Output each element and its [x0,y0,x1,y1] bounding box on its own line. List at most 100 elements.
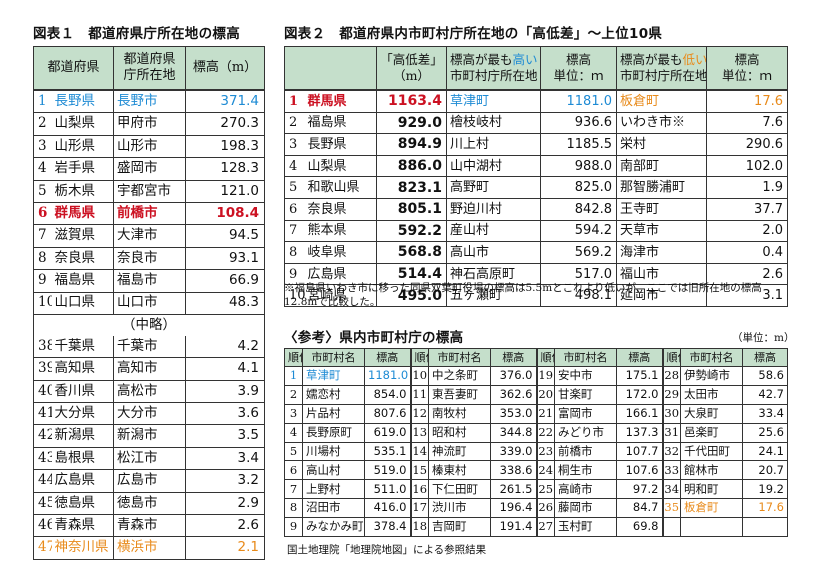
municipality-cell [680,517,743,537]
capital-cell: 盛岡市 [113,157,187,181]
elevation-cell: 353.0 [490,404,538,424]
elevation-cell: 3.5 [185,424,265,448]
table-row: 2 山梨県 甲府市 270.3 [33,112,265,136]
diff-cell: 894.9 [376,133,447,156]
table-row: 7 滋賀県 大津市 94.5 [33,224,265,248]
municipality-cell: 長野原町 [302,423,365,443]
municipality-cell: 川場村 [302,442,365,462]
elevation-cell: 519.0 [364,460,412,481]
rank-cell: 26 [536,498,555,519]
header-diff: 「高低差」 （m） [376,46,447,91]
rank-cell: 38 [33,335,52,359]
elevation-cell: 371.4 [185,90,265,114]
municipality-cell: 太田市 [680,385,743,405]
capital-cell: 甲府市 [113,112,187,136]
elevation-cell: 33.4 [742,404,788,424]
prefecture-cell: 奈良県 [51,247,115,271]
table-row: 1 群馬県 1163.4 草津町 1181.0 板倉町 17.6 [284,90,788,113]
elevation-cell: 48.3 [185,292,265,315]
elevation-cell: 1181.0 [364,366,412,386]
elevation-cell: 378.4 [364,517,412,537]
diff-cell: 568.8 [376,241,447,264]
rank-cell: 33 [662,460,681,481]
source-note: 国土地理院「地理院地図」による参照結果 [287,544,487,556]
rank-cell: 18 [410,517,429,537]
rank-cell: 13 [410,423,429,443]
rank-cell: 35 [662,498,681,519]
table-row: 5 和歌山県 823.1 高野町 825.0 那智勝浦町 1.9 [284,176,788,199]
rank-cell: 2 [284,385,303,405]
table-row: 3 片品村 807.6 12 南牧村 353.0 21 富岡市 166.1 30 大泉町 33.4 [284,404,788,424]
municipality-cell: 嬬恋村 [302,385,365,405]
prefecture-cell: 奈良県 [304,198,377,221]
prefecture-cell: 群馬県 [304,90,377,113]
table-row: 6 群馬県 前橋市 108.4 [33,202,265,226]
capital-cell: 千葉市 [113,335,187,359]
diff-cell: 823.1 [376,176,447,199]
diff-cell: 805.1 [376,198,447,221]
elevation-cell: 191.4 [490,517,538,537]
table-row: 45徳島県徳島市2.9 [33,492,265,516]
elevation-cell: 261.5 [490,479,538,500]
rank-cell: 29 [662,385,681,405]
table-row: 40香川県高松市3.9 [33,380,265,404]
rank-cell: 30 [662,404,681,424]
rank-cell: 1 [33,90,52,114]
municipality-cell: 館林市 [680,460,743,481]
highest-office-cell: 草津町 [446,90,541,113]
rank-cell [662,517,681,537]
highest-office-cell: 野迫川村 [446,198,541,221]
capital-cell: 大分市 [113,402,187,426]
elevation-cell: 376.0 [490,366,538,386]
column-header: 標高 [364,348,412,367]
capital-cell: 青森市 [113,514,187,538]
highest-office-cell: 神石高原町 [446,263,541,286]
elevation-cell: 42.7 [742,385,788,405]
elevation-cell: 108.4 [185,202,265,226]
capital-cell: 横浜市 [113,536,187,560]
municipality-cell: 下仁田町 [428,479,491,500]
municipality-cell: 邑楽町 [680,423,743,443]
omitted-row: （中略） [33,313,265,336]
lowest-office-cell: 栄村 [616,133,707,156]
table1-title: 図表１ 都道府県庁所在地の標高 [33,26,240,42]
table-row: 38千葉県千葉市4.2 [33,335,265,359]
low-elevation-cell: 290.6 [706,133,788,156]
rank-cell: 15 [410,460,429,481]
low-elevation-cell: 1.9 [706,176,788,199]
table-row: 39高知県高知市4.1 [33,357,265,381]
rank-cell: 10 [410,366,429,386]
elevation-cell: 66.9 [185,269,265,293]
prefecture-cell: 福島県 [51,269,115,293]
rank-cell: 4 [284,423,303,443]
prefecture-cell: 宮崎県 [304,284,377,307]
table-row: 1 草津町 1181.0 10 中之条町 376.0 19 安中市 175.1 28 伊勢崎市 58.… [284,366,788,386]
lowest-office-cell: 延岡市 [616,284,707,307]
elevation-cell: 128.3 [185,157,265,181]
municipality-cell: 高山村 [302,460,365,481]
elevation-cell: 121.0 [185,180,265,203]
municipality-cell: 草津町 [302,366,365,386]
rank-cell: 6 [284,460,303,481]
elevation-cell: 24.1 [742,442,788,462]
elevation-cell: 619.0 [364,423,412,443]
elevation-cell: 535.1 [364,442,412,462]
municipality-cell: 玉村町 [554,517,617,537]
rank-cell: 4 [284,155,305,178]
rank-cell: 22 [536,423,555,443]
column-header: 市町村名 [428,348,491,367]
table-row: 47神奈川県横浜市 2.1 [34,536,265,560]
lowest-office-cell: 南部町 [616,155,707,178]
table2-footnote: ※福島県いわき市に移った同県双葉町役場の標高は5.5mとこれより低いが、ここでは… [284,282,762,309]
lowest-office-cell: 海津市 [616,241,707,264]
table-row: 9 広島県 514.4 神石高原町 517.0 福山市 2.6 [284,263,788,286]
elevation-cell: 4.2 [185,335,265,359]
column-header: 市町村名 [680,348,743,367]
municipality-cell: 高崎市 [554,479,617,500]
rank-cell: 42 [33,424,52,448]
table-row: 8 沼田市 416.0 17 渋川市 196.4 26 藤岡市 84.7 35 板倉町 17.6 [284,498,788,519]
elevation-cell: 166.1 [616,404,664,424]
rank-cell: 4 [33,157,52,181]
municipality-cell: 東吾妻町 [428,385,491,405]
highest-office-cell: 高野町 [446,176,541,199]
